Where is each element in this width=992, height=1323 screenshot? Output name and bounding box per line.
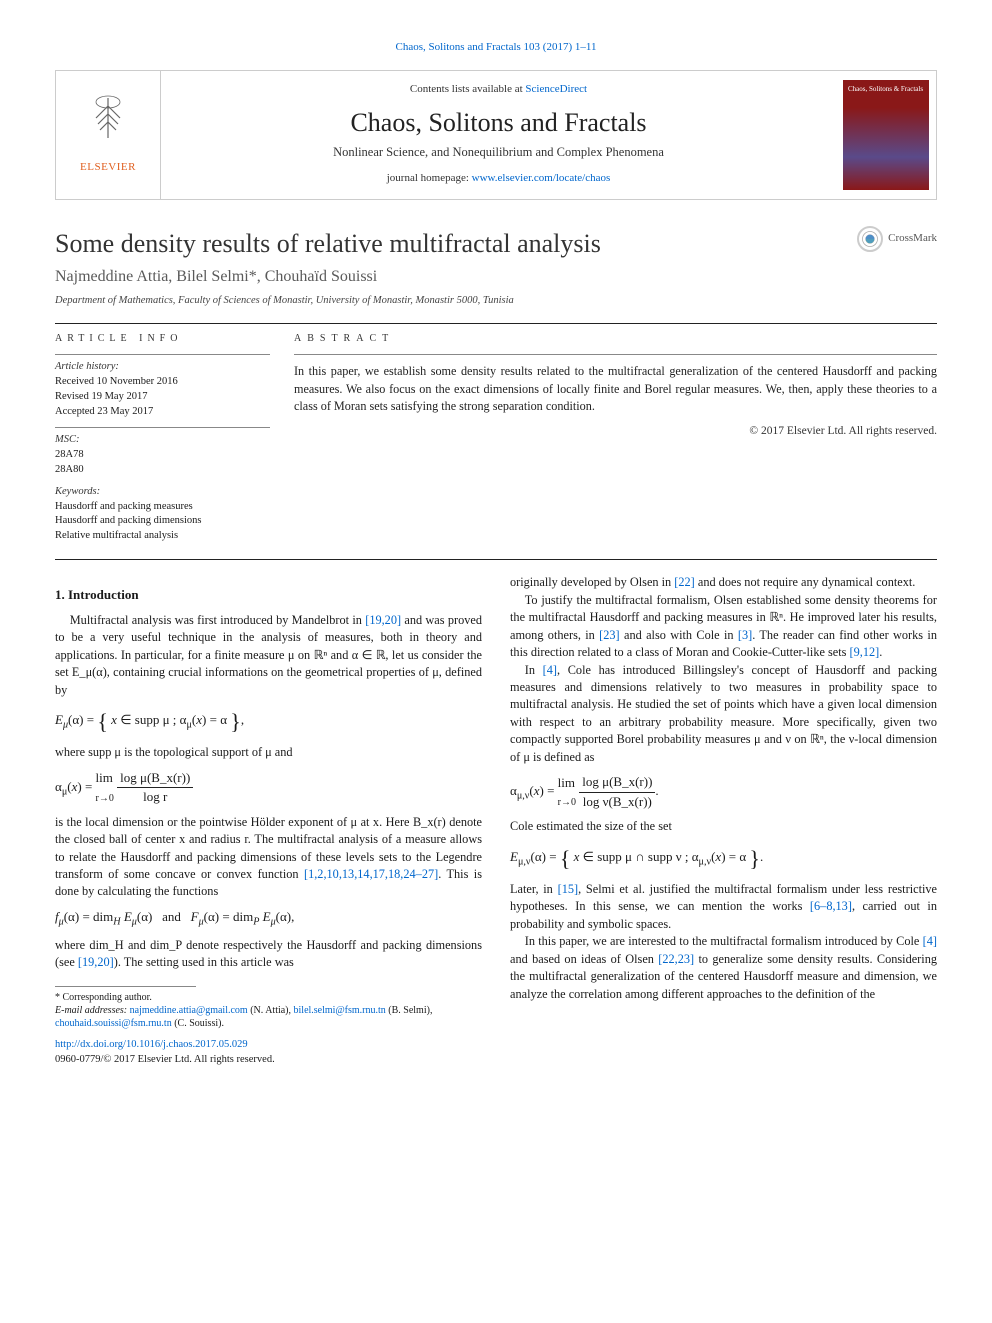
journal-subtitle: Nonlinear Science, and Nonequilibrium an… xyxy=(175,144,822,162)
top-citation: Chaos, Solitons and Fractals 103 (2017) … xyxy=(55,40,937,56)
abstract-heading: ABSTRACT xyxy=(294,332,937,346)
ref-link-2[interactable]: [1,2,10,13,14,17,18,24–27] xyxy=(304,867,438,881)
issn-line: 0960-0779/© 2017 Elsevier Ltd. All right… xyxy=(55,1054,275,1065)
ref-link-9[interactable]: [15] xyxy=(558,882,579,896)
abstract-copyright: © 2017 Elsevier Ltd. All rights reserved… xyxy=(294,423,937,439)
contents-line: Contents lists available at ScienceDirec… xyxy=(175,82,822,98)
para-8: Cole estimated the size of the set xyxy=(510,818,937,835)
crossmark-badge[interactable]: CrossMark xyxy=(857,226,937,252)
email-link-2[interactable]: bilel.selmi@fsm.rnu.tn xyxy=(294,1005,386,1016)
equation-3: fμ(α) = dimH Eμ(α) and Fμ(α) = dimP Eμ(α… xyxy=(55,908,482,930)
ref-link-8[interactable]: [4] xyxy=(543,663,557,677)
received-date: Received 10 November 2016 xyxy=(55,375,270,390)
body-columns: 1. Introduction Multifractal analysis wa… xyxy=(55,574,937,1067)
ref-link-11[interactable]: [4] xyxy=(923,934,937,948)
history-label: Article history: xyxy=(55,360,270,375)
para-9: Later, in [15], Selmi et al. justified t… xyxy=(510,881,937,933)
keyword-1: Hausdorff and packing measures xyxy=(55,500,270,515)
msc-label: MSC: xyxy=(55,433,270,448)
publisher-logo: ELSEVIER xyxy=(56,71,161,199)
authors: Najmeddine Attia, Bilel Selmi*, Chouhaïd… xyxy=(55,266,937,289)
equation-1: Eμ(α) = { x ∈ supp μ ; αμ(x) = α }, xyxy=(55,706,482,737)
footnote-separator xyxy=(55,986,196,987)
cover-image: Chaos, Solitons & Fractals xyxy=(843,80,929,190)
publisher-name: ELSEVIER xyxy=(80,160,136,176)
ref-link-1[interactable]: [19,20] xyxy=(365,613,401,627)
sciencedirect-link[interactable]: ScienceDirect xyxy=(525,83,587,95)
ref-link-7[interactable]: [9,12] xyxy=(850,645,880,659)
msc-2: 28A80 xyxy=(55,463,270,478)
cover-thumbnail: Chaos, Solitons & Fractals xyxy=(836,71,936,199)
hr-bottom xyxy=(55,559,937,560)
email-link-1[interactable]: najmeddine.attia@gmail.com xyxy=(130,1005,248,1016)
ref-link-4[interactable]: [22] xyxy=(674,575,695,589)
ref-link-12[interactable]: [22,23] xyxy=(658,952,694,966)
article-info-col: ARTICLE INFO Article history: Received 1… xyxy=(55,332,270,551)
para-10: In this paper, we are interested to the … xyxy=(510,933,937,1003)
cover-title: Chaos, Solitons & Fractals xyxy=(848,86,924,94)
crossmark-icon xyxy=(857,226,883,252)
keywords-label: Keywords: xyxy=(55,485,270,500)
section-1-heading: 1. Introduction xyxy=(55,586,482,604)
para-2: where supp μ is the topological support … xyxy=(55,744,482,761)
article-info-heading: ARTICLE INFO xyxy=(55,332,270,346)
journal-home-link[interactable]: www.elsevier.com/locate/chaos xyxy=(472,172,611,184)
footer-doi-line: http://dx.doi.org/10.1016/j.chaos.2017.0… xyxy=(55,1038,482,1068)
elsevier-tree-icon xyxy=(84,94,132,156)
ref-link-6[interactable]: [3] xyxy=(738,628,752,642)
para-7: In [4], Cole has introduced Billingsley'… xyxy=(510,662,937,767)
keyword-3: Relative multifractal analysis xyxy=(55,529,270,544)
journal-homepage: journal homepage: www.elsevier.com/locat… xyxy=(175,171,822,187)
para-5: originally developed by Olsen in [22] an… xyxy=(510,574,937,591)
abstract-col: ABSTRACT In this paper, we establish som… xyxy=(294,332,937,551)
abstract-text: In this paper, we establish some density… xyxy=(294,363,937,415)
revised-date: Revised 19 May 2017 xyxy=(55,390,270,405)
email-link-3[interactable]: chouhaid.souissi@fsm.rnu.tn xyxy=(55,1018,172,1029)
para-6: To justify the multifractal formalism, O… xyxy=(510,592,937,662)
info-sub-rule-1 xyxy=(55,354,270,355)
citation-link[interactable]: Chaos, Solitons and Fractals 103 (2017) … xyxy=(396,41,597,53)
equation-4: αμ,ν(x) = limr→0 log μ(B_x(r))log ν(B_x(… xyxy=(510,773,937,811)
para-4: where dim_H and dim_P denote respectivel… xyxy=(55,937,482,972)
info-sub-rule-2 xyxy=(55,427,270,428)
doi-link[interactable]: http://dx.doi.org/10.1016/j.chaos.2017.0… xyxy=(55,1039,248,1050)
accepted-date: Accepted 23 May 2017 xyxy=(55,405,270,420)
abs-sub-rule xyxy=(294,354,937,355)
para-3: is the local dimension or the pointwise … xyxy=(55,814,482,901)
para-1: Multifractal analysis was first introduc… xyxy=(55,612,482,699)
footnote-emails: E-mail addresses: najmeddine.attia@gmail… xyxy=(55,1004,482,1030)
equation-2: αμ(x) = limr→0 log μ(B_x(r))log r xyxy=(55,769,482,807)
affiliation: Department of Mathematics, Faculty of Sc… xyxy=(55,294,937,309)
keyword-2: Hausdorff and packing dimensions xyxy=(55,514,270,529)
journal-header: ELSEVIER Contents lists available at Sci… xyxy=(55,70,937,200)
ref-link-5[interactable]: [23] xyxy=(599,628,620,642)
ref-link-10[interactable]: [6–8,13] xyxy=(810,899,852,913)
ref-link-3[interactable]: [19,20] xyxy=(78,955,114,969)
msc-1: 28A78 xyxy=(55,448,270,463)
article-title: Some density results of relative multifr… xyxy=(55,226,857,263)
equation-5: Eμ,ν(α) = { x ∈ supp μ ∩ supp ν ; αμ,ν(x… xyxy=(510,843,937,874)
crossmark-label: CrossMark xyxy=(888,231,937,247)
footnote-corresponding: * Corresponding author. xyxy=(55,991,482,1004)
header-center: Contents lists available at ScienceDirec… xyxy=(161,71,836,199)
journal-name: Chaos, Solitons and Fractals xyxy=(175,105,822,142)
hr-top xyxy=(55,323,937,324)
